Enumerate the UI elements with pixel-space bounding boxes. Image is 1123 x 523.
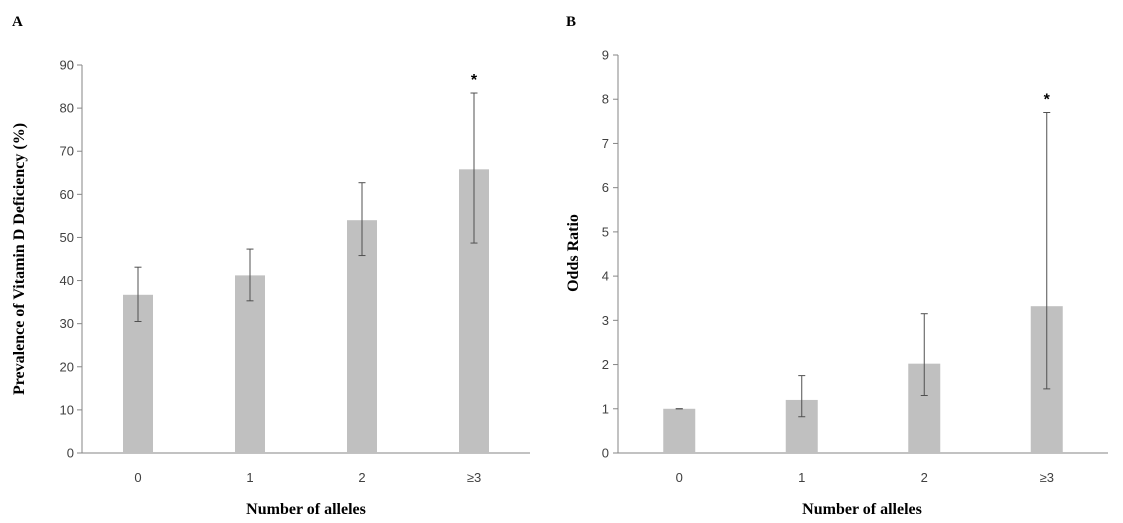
bar [235,275,265,453]
y-tick-label: 40 [60,273,74,288]
x-tick-label: 1 [246,470,253,485]
bar-group [663,306,1063,453]
x-tick-group: 0 1 2 ≥3 [134,470,481,485]
error-bar-group [134,92,478,323]
bar [663,408,696,453]
y-tick-label: 3 [602,313,609,328]
bar-group [123,169,489,453]
panel-a: A 0 10 20 30 40 50 60 70 80 90 0 1 2 ≥3 * Number of … [11,14,530,518]
y-tick-label: 7 [602,136,609,151]
y-tick-label: 20 [60,359,74,374]
significance-group: * [471,72,478,89]
y-tick-label: 80 [60,101,74,116]
y-tick-label: 30 [60,316,74,331]
x-tick-label: 0 [676,470,683,485]
x-axis-title: Number of alleles [246,501,366,518]
y-tick-label: 5 [602,224,609,239]
y-tick-label: 90 [60,58,74,73]
significance-marker: * [471,72,478,89]
significance-marker: * [1044,91,1051,108]
panel-b: B 0 1 2 3 4 5 6 7 8 9 0 1 2 ≥3 * Number of alleles O… [565,14,1108,518]
y-tick-label: 2 [602,357,609,372]
x-tick-label: ≥3 [467,470,481,485]
panel-label: B [566,14,576,30]
x-tick-label: 2 [921,470,928,485]
y-tick-group: 0 10 20 30 40 50 60 70 80 90 [60,58,82,461]
significance-group: * [1044,91,1051,108]
x-tick-label: 0 [134,470,141,485]
y-tick-label: 6 [602,180,609,195]
y-axis-title: Odds Ratio [565,214,582,292]
panel-label: A [12,14,23,30]
y-tick-label: 50 [60,230,74,245]
x-tick-label: 2 [358,470,365,485]
y-tick-label: 9 [602,48,609,63]
y-tick-label: 1 [602,401,609,416]
x-tick-label: ≥3 [1040,470,1054,485]
x-axis-title: Number of alleles [802,501,922,518]
y-tick-label: 0 [602,446,609,461]
y-tick-label: 60 [60,187,74,202]
bar [347,220,377,453]
x-tick-group: 0 1 2 ≥3 [676,470,1054,485]
y-tick-label: 4 [602,269,609,284]
error-bar-group [675,111,1051,418]
y-tick-label: 8 [602,92,609,107]
y-tick-label: 70 [60,144,74,159]
y-axis-title: Prevalence of Vitamin D Deficiency (%) [11,123,28,395]
y-tick-group: 0 1 2 3 4 5 6 7 8 9 [602,48,618,461]
y-tick-label: 10 [60,402,74,417]
x-tick-label: 1 [798,470,805,485]
y-tick-label: 0 [67,446,74,461]
